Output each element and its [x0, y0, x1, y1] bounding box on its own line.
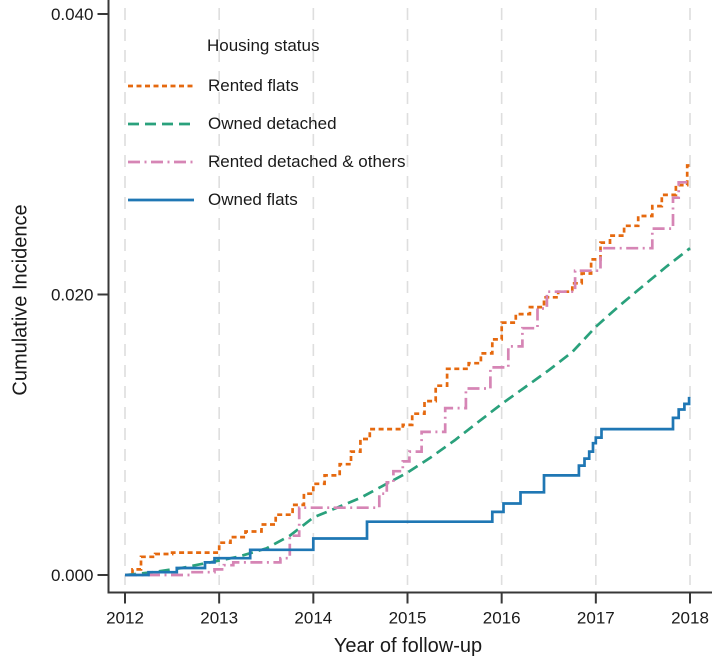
legend-item-owned-flats: Owned flats [128, 181, 406, 219]
legend-line-sample-rented-detached-others [128, 160, 194, 164]
svg-text:2017: 2017 [577, 609, 615, 628]
svg-text:2018: 2018 [671, 609, 709, 628]
legend-label-rented-detached-others: Rented detached & others [208, 152, 406, 171]
svg-text:0.040: 0.040 [51, 5, 94, 24]
legend-line-sample-owned-detached [128, 122, 194, 126]
legend-item-rented-flats: Rented flats [128, 67, 406, 105]
legend-title: Housing status [207, 36, 320, 55]
x-axis-title: Year of follow-up [333, 635, 483, 657]
svg-text:2016: 2016 [483, 609, 521, 628]
svg-text:2012: 2012 [106, 609, 144, 628]
legend-line-sample-owned-flats [128, 198, 194, 202]
svg-text:2014: 2014 [294, 609, 332, 628]
svg-text:0.000: 0.000 [51, 566, 94, 585]
legend-line-sample-rented-flats [128, 84, 194, 88]
svg-text:2015: 2015 [389, 609, 427, 628]
legend-item-owned-detached: Owned detached [128, 105, 406, 143]
legend: Housing status Rented flats Owned detach… [128, 36, 406, 219]
svg-text:2013: 2013 [200, 609, 238, 628]
svg-text:0.020: 0.020 [51, 286, 94, 305]
legend-label-owned-detached: Owned detached [208, 114, 337, 133]
legend-item-rented-detached-others: Rented detached & others [128, 143, 406, 181]
y-axis-title: Cumulative Incidence [9, 204, 32, 396]
legend-label-rented-flats: Rented flats [208, 76, 299, 95]
legend-label-owned-flats: Owned flats [208, 190, 298, 209]
